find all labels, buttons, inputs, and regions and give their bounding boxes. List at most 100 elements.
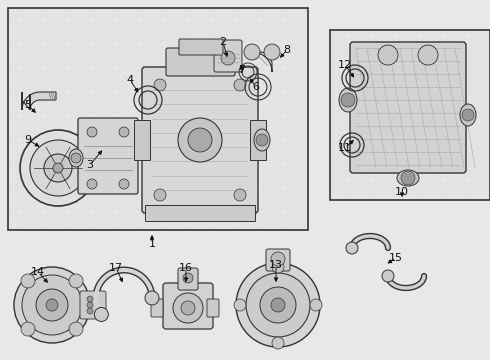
Circle shape: [178, 125, 179, 126]
Circle shape: [250, 125, 251, 126]
Circle shape: [226, 58, 227, 59]
Circle shape: [95, 190, 96, 192]
Circle shape: [100, 112, 101, 113]
Text: 1: 1: [148, 239, 155, 249]
Circle shape: [148, 154, 149, 156]
Circle shape: [387, 147, 388, 148]
Circle shape: [374, 50, 375, 51]
Circle shape: [17, 130, 18, 131]
Circle shape: [143, 100, 144, 102]
Circle shape: [191, 17, 192, 18]
Circle shape: [89, 64, 90, 66]
Circle shape: [263, 100, 264, 102]
Circle shape: [405, 86, 406, 87]
Circle shape: [41, 94, 42, 95]
Circle shape: [221, 51, 235, 65]
Circle shape: [17, 94, 18, 95]
FancyBboxPatch shape: [166, 48, 235, 76]
Circle shape: [82, 179, 83, 180]
Circle shape: [287, 184, 288, 185]
Circle shape: [350, 32, 351, 33]
Circle shape: [95, 215, 96, 216]
Circle shape: [82, 10, 83, 12]
Circle shape: [172, 53, 173, 54]
Circle shape: [226, 100, 227, 102]
Circle shape: [350, 147, 351, 148]
Circle shape: [82, 202, 83, 203]
Circle shape: [239, 17, 240, 18]
Circle shape: [148, 40, 149, 41]
Circle shape: [232, 40, 234, 41]
Circle shape: [357, 176, 358, 177]
Circle shape: [185, 112, 186, 113]
Circle shape: [428, 50, 430, 51]
Circle shape: [220, 166, 221, 167]
FancyBboxPatch shape: [214, 40, 242, 72]
Circle shape: [381, 147, 382, 148]
Circle shape: [178, 82, 179, 84]
Circle shape: [215, 40, 216, 41]
Circle shape: [293, 226, 294, 228]
Circle shape: [344, 39, 345, 40]
Circle shape: [256, 82, 258, 84]
Circle shape: [23, 64, 24, 66]
Circle shape: [148, 17, 149, 18]
Circle shape: [148, 94, 149, 95]
Circle shape: [130, 202, 131, 203]
Circle shape: [76, 10, 77, 12]
Circle shape: [34, 17, 35, 18]
Circle shape: [58, 28, 59, 30]
Circle shape: [34, 161, 35, 162]
Circle shape: [161, 166, 162, 167]
Circle shape: [263, 118, 264, 120]
Circle shape: [58, 107, 59, 108]
Circle shape: [239, 107, 240, 108]
Circle shape: [100, 118, 101, 120]
Circle shape: [172, 35, 173, 36]
Circle shape: [339, 129, 340, 130]
Circle shape: [185, 100, 186, 102]
Circle shape: [374, 86, 375, 87]
Circle shape: [124, 53, 125, 54]
Circle shape: [17, 136, 18, 138]
Circle shape: [287, 154, 288, 156]
Circle shape: [470, 165, 471, 166]
Circle shape: [130, 28, 131, 30]
Circle shape: [209, 71, 210, 72]
Circle shape: [167, 53, 168, 54]
Circle shape: [333, 122, 334, 123]
Circle shape: [411, 104, 412, 105]
Circle shape: [113, 35, 114, 36]
Circle shape: [41, 202, 42, 203]
Circle shape: [28, 89, 29, 90]
Circle shape: [470, 75, 471, 76]
Circle shape: [220, 226, 221, 228]
Circle shape: [143, 22, 144, 23]
Circle shape: [172, 28, 173, 30]
Circle shape: [422, 86, 423, 87]
Circle shape: [202, 82, 203, 84]
Circle shape: [435, 93, 436, 94]
Circle shape: [148, 148, 149, 149]
Circle shape: [167, 46, 168, 48]
Text: 9: 9: [24, 135, 31, 145]
Circle shape: [106, 202, 107, 203]
Circle shape: [65, 166, 66, 167]
Circle shape: [65, 190, 66, 192]
Circle shape: [446, 111, 447, 112]
Circle shape: [274, 112, 275, 113]
Circle shape: [489, 93, 490, 94]
Circle shape: [34, 89, 35, 90]
Circle shape: [100, 10, 101, 12]
Circle shape: [476, 86, 477, 87]
Circle shape: [137, 130, 138, 131]
Circle shape: [250, 35, 251, 36]
Circle shape: [185, 148, 186, 149]
Circle shape: [304, 28, 305, 30]
Circle shape: [137, 58, 138, 59]
Circle shape: [185, 17, 186, 18]
Circle shape: [333, 140, 334, 141]
Circle shape: [130, 179, 131, 180]
Circle shape: [256, 40, 258, 41]
Circle shape: [428, 39, 430, 40]
